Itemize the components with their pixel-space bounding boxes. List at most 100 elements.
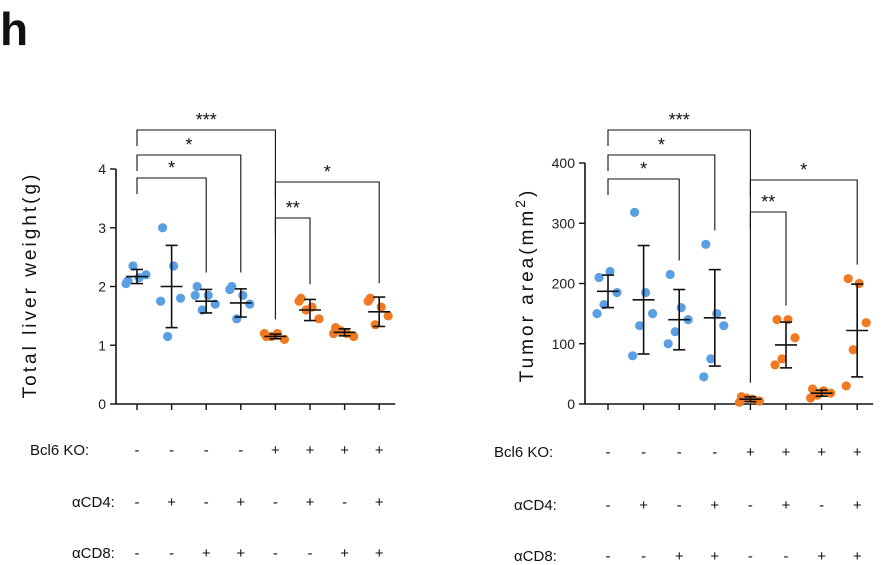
data-point — [770, 360, 780, 370]
condition-row-label: Bcl6 KO: — [494, 444, 553, 461]
data-point — [841, 381, 851, 391]
condition-value: - — [308, 545, 313, 562]
significance-label: * — [658, 135, 665, 155]
data-point — [225, 284, 235, 295]
y-tick-label: 3 — [98, 220, 106, 236]
data-point — [383, 311, 393, 321]
condition-value: - — [135, 494, 140, 511]
data-point — [329, 328, 339, 339]
significance-bracket — [607, 129, 751, 383]
condition-value: - — [169, 545, 174, 562]
significance-bracket — [607, 154, 716, 231]
data-point — [314, 314, 324, 324]
condition-value: + — [167, 494, 176, 511]
data-point — [641, 287, 651, 298]
condition-value: + — [782, 497, 791, 514]
condition-value: + — [271, 442, 280, 459]
condition-value: - — [169, 442, 174, 459]
condition-value: - — [606, 497, 611, 514]
condition-value: - — [677, 444, 682, 461]
significance-label: ** — [761, 192, 775, 212]
condition-value: - — [641, 444, 646, 461]
y-tick-label: 100 — [552, 336, 576, 352]
data-point — [628, 351, 638, 361]
significance-label: * — [324, 162, 331, 182]
data-point — [158, 223, 168, 233]
data-point — [861, 318, 871, 328]
data-point — [843, 274, 853, 284]
data-point — [663, 339, 673, 349]
condition-value: + — [375, 494, 384, 511]
data-point — [203, 290, 213, 300]
significance-bracket — [274, 217, 311, 285]
data-point — [605, 266, 615, 277]
data-point — [665, 269, 675, 280]
condition-row-label: αCD8: — [72, 545, 115, 562]
condition-value: + — [639, 497, 648, 514]
condition-value: + — [306, 442, 315, 459]
condition-value: + — [236, 494, 245, 511]
condition-value: + — [340, 545, 349, 562]
condition-value: - — [712, 444, 717, 461]
significance-bracket — [607, 178, 680, 261]
condition-value: - — [748, 497, 753, 514]
significance-label: * — [640, 159, 647, 179]
condition-row-label: αCD4: — [72, 494, 115, 511]
data-point — [699, 372, 709, 382]
condition-value: - — [273, 545, 278, 562]
y-tick-label: 400 — [552, 155, 576, 171]
data-point — [349, 331, 359, 342]
condition-value: + — [853, 548, 862, 565]
condition-value: - — [677, 497, 682, 514]
significance-label: ** — [286, 198, 300, 218]
data-point — [163, 331, 173, 342]
condition-value: + — [202, 545, 211, 562]
y-tick-label: 200 — [552, 276, 576, 292]
significance-bracket — [136, 154, 242, 273]
data-point — [238, 290, 248, 300]
data-point — [141, 270, 151, 280]
data-point — [772, 315, 782, 325]
condition-value: + — [375, 545, 384, 562]
condition-value: - — [135, 442, 140, 459]
data-point — [128, 261, 138, 271]
panel-letter: h — [0, 3, 29, 55]
significance-bracket — [274, 181, 380, 284]
data-point — [806, 393, 816, 403]
condition-value: + — [375, 442, 384, 459]
data-point — [592, 309, 602, 319]
condition-value: + — [236, 545, 245, 562]
data-point — [808, 384, 818, 394]
data-point — [376, 302, 386, 312]
condition-value: - — [273, 494, 278, 511]
significance-bracket — [136, 177, 207, 273]
condition-value: + — [817, 548, 826, 565]
data-point — [245, 299, 255, 309]
y-tick-label: 4 — [98, 161, 106, 177]
significance-label: * — [168, 158, 175, 178]
condition-value: + — [746, 444, 755, 461]
significance-label: *** — [669, 110, 690, 130]
data-point — [169, 261, 179, 271]
data-point — [648, 309, 658, 319]
data-point — [192, 281, 202, 292]
data-point — [635, 321, 645, 331]
significance-label: * — [185, 135, 192, 155]
condition-row-label: αCD4: — [514, 497, 557, 514]
data-point — [630, 207, 640, 218]
condition-value: - — [135, 545, 140, 562]
condition-value: - — [606, 444, 611, 461]
y-tick-label: 2 — [98, 279, 106, 295]
condition-value: - — [342, 494, 347, 511]
condition-value: - — [748, 548, 753, 565]
condition-value: + — [340, 442, 349, 459]
y-axis-label: Tumor area(mm2) — [512, 188, 538, 383]
condition-value: - — [204, 494, 209, 511]
data-point — [777, 354, 787, 364]
data-point — [670, 327, 680, 337]
y-tick-label: 1 — [98, 337, 106, 353]
significance-bracket — [749, 211, 787, 306]
data-point — [612, 287, 622, 298]
condition-value: - — [204, 442, 209, 459]
